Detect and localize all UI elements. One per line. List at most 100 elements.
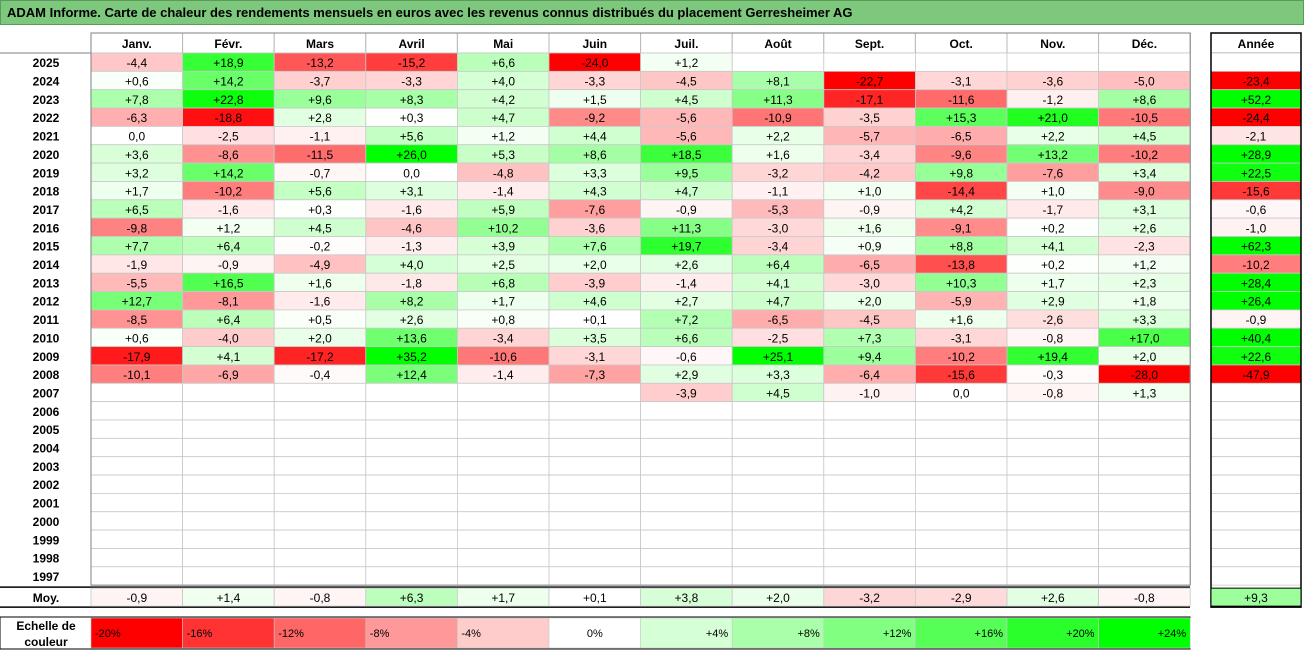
- value-label-2015-9: +8,8: [949, 240, 973, 254]
- annual-cell-1998: [1210, 548, 1302, 568]
- heat-cell-1999-10: [1006, 529, 1099, 549]
- value-label-2025-5: -24,0: [581, 56, 609, 70]
- heat-cell-2003-3: [365, 456, 458, 476]
- value-label-2013-8: -3,0: [859, 276, 880, 290]
- value-label-2022-8: -3,5: [859, 111, 880, 125]
- heat-cell-2006-10: [1006, 401, 1099, 421]
- year-label-2010: 2010: [33, 331, 60, 345]
- legend-label-10: +20%: [1066, 628, 1095, 640]
- value-label-2021-8: -5,7: [859, 130, 880, 144]
- heat-cell-2002-0: [90, 474, 183, 494]
- year-label-2020: 2020: [33, 148, 60, 162]
- value-label-2007-7: +4,5: [766, 386, 790, 400]
- legend-label-6: +4%: [706, 628, 729, 640]
- value-label-2011-2: +0,5: [308, 313, 332, 327]
- value-label-2009-3: +35,2: [396, 350, 427, 364]
- heat-cell-2003-1: [182, 456, 275, 476]
- value-label-2025-1: +18,9: [213, 56, 244, 70]
- value-label-2022-3: +0,3: [400, 111, 424, 125]
- value-label-2010-7: -2,5: [768, 331, 789, 345]
- value-label-2009-4: -10,6: [490, 350, 518, 364]
- value-label-2022-4: +4,7: [491, 111, 515, 125]
- heat-cell-2002-2: [273, 474, 367, 494]
- value-label-2020-8: -3,4: [859, 148, 880, 162]
- value-label-2020-1: -8,6: [218, 148, 239, 162]
- heat-cell-2002-11: [1098, 474, 1191, 494]
- value-label-2016-5: -3,6: [584, 221, 605, 235]
- annual-cell-2002: [1210, 474, 1302, 494]
- heat-cell-2005-8: [823, 419, 916, 439]
- heat-cell-2000-9: [915, 511, 1008, 531]
- heat-cell-1997-3: [365, 566, 458, 586]
- legend-swatch-11: [1098, 617, 1191, 649]
- value-label-2012-4: +1,7: [491, 295, 515, 309]
- heat-cell-2004-11: [1098, 437, 1191, 458]
- month-header-1: Févr.: [214, 37, 242, 51]
- heat-cell-2001-0: [90, 492, 183, 513]
- year-label-2002: 2002: [33, 478, 60, 492]
- value-label-2019-3: 0,0: [403, 166, 420, 180]
- value-label-2015-5: +7,6: [583, 240, 607, 254]
- heat-cell-2000-1: [182, 511, 275, 531]
- value-label-2023-11: +8,6: [1133, 93, 1157, 107]
- heat-cell-2005-7: [731, 419, 825, 439]
- value-label-2024-6: -4,5: [676, 75, 697, 89]
- heat-cell-1997-1: [182, 566, 275, 586]
- annual-cell-2006: [1210, 401, 1302, 421]
- year-label-2023: 2023: [33, 93, 60, 107]
- value-label-2009-8: +9,4: [858, 350, 882, 364]
- value-label-2014-11: +1,2: [1133, 258, 1157, 272]
- value-label-2022-11: -10,5: [1131, 111, 1159, 125]
- value-label-2023-10: -1,2: [1042, 93, 1063, 107]
- legend-swatch-1: [182, 617, 275, 649]
- heat-cell-2005-3: [365, 419, 458, 439]
- heat-cell-2003-11: [1098, 456, 1191, 476]
- year-label-2000: 2000: [33, 515, 60, 529]
- heat-cell-2006-11: [1098, 401, 1191, 421]
- heat-cell-2000-0: [90, 511, 183, 531]
- grid-frame: [90, 32, 1191, 586]
- heat-cell-1997-9: [915, 566, 1008, 586]
- annual-cell-2007: [1210, 382, 1302, 403]
- year-label-2016: 2016: [33, 221, 60, 235]
- value-label-2014-6: +2,6: [675, 258, 699, 272]
- value-label-2019-6: +9,5: [675, 166, 699, 180]
- legend-swatch-4: [457, 617, 550, 649]
- heat-cell-2001-3: [365, 492, 458, 513]
- heat-cell-2025-9: [915, 52, 1008, 72]
- value-label-2016-2: +4,5: [308, 221, 332, 235]
- value-label-2019-8: -4,2: [859, 166, 880, 180]
- value-label-2022-9: +15,3: [946, 111, 977, 125]
- legend-swatch-10: [1006, 617, 1099, 649]
- heat-cell-2003-9: [915, 456, 1008, 476]
- year-label-1998: 1998: [33, 552, 60, 566]
- value-label-2010-2: +2,0: [308, 331, 332, 345]
- year-label-2018: 2018: [33, 185, 60, 199]
- value-label-2018-5: +4,3: [583, 185, 607, 199]
- value-label-2017-6: -0,9: [676, 203, 697, 217]
- heat-cell-1999-8: [823, 529, 916, 549]
- annual-label-2013: +28,4: [1241, 276, 1272, 290]
- value-label-2017-2: +0,3: [308, 203, 332, 217]
- heat-cell-1997-7: [731, 566, 825, 586]
- value-label-2009-7: +25,1: [763, 350, 794, 364]
- value-label-2019-2: -0,7: [310, 166, 331, 180]
- annual-label-2020: +28,9: [1241, 148, 1272, 162]
- annual-cell-2025: [1210, 52, 1302, 72]
- value-label-2020-6: +18,5: [671, 148, 702, 162]
- value-label-2009-5: -3,1: [584, 350, 605, 364]
- value-label-2016-6: +11,3: [672, 221, 702, 235]
- heat-cell-2006-3: [365, 401, 458, 421]
- heat-cell-2001-8: [823, 492, 916, 513]
- value-label-2011-0: -8,5: [126, 313, 147, 327]
- value-label-2007-6: -3,9: [676, 386, 697, 400]
- value-label-2009-0: -17,9: [123, 350, 151, 364]
- average-value-10: +2,6: [1041, 591, 1065, 605]
- heat-cell-2007-2: [273, 382, 367, 403]
- year-label-2001: 2001: [33, 497, 60, 511]
- heat-cell-1999-2: [273, 529, 367, 549]
- value-label-2013-11: +2,3: [1133, 276, 1157, 290]
- value-label-2008-3: +12,4: [396, 368, 427, 382]
- annual-label-2012: +26,4: [1241, 295, 1272, 309]
- heat-cell-2006-6: [640, 401, 733, 421]
